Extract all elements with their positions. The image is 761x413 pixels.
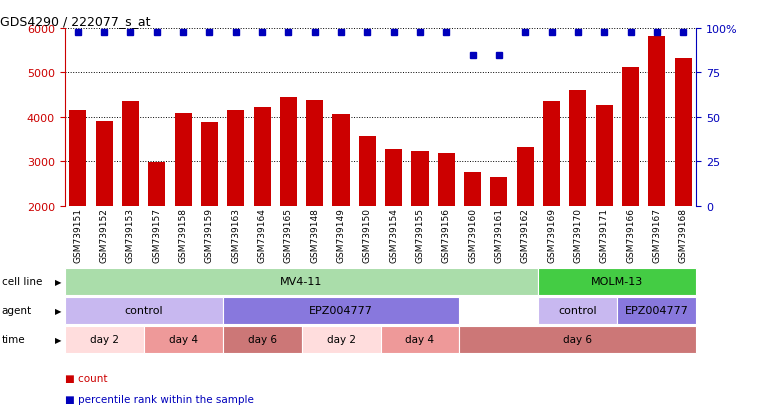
Text: MV4-11: MV4-11 [280,277,323,287]
Text: control: control [559,306,597,316]
Bar [648,37,665,207]
Bar [148,163,165,206]
Text: MOLM-13: MOLM-13 [591,277,644,287]
Bar [306,101,323,206]
Bar [253,107,271,206]
Bar [122,102,139,206]
Text: EPZ004777: EPZ004777 [625,306,689,316]
Bar [174,113,192,206]
Bar [622,68,639,206]
Bar [569,91,587,206]
Text: day 2: day 2 [326,335,355,344]
Bar [596,105,613,206]
Text: ▶: ▶ [55,306,62,315]
Text: ▶: ▶ [55,335,62,344]
Text: time: time [2,335,25,344]
Bar [490,178,508,206]
Bar [201,123,218,206]
Text: day 2: day 2 [90,335,119,344]
Bar [438,154,455,206]
Text: ▶: ▶ [55,277,62,286]
Bar [358,136,376,206]
Text: day 4: day 4 [169,335,198,344]
Text: ■ count: ■ count [65,373,107,383]
Text: EPZ004777: EPZ004777 [309,306,373,316]
Bar [464,173,481,206]
Bar [228,111,244,206]
Bar [96,122,113,206]
Bar [69,111,87,206]
Text: GDS4290 / 222077_s_at: GDS4290 / 222077_s_at [0,15,151,28]
Text: agent: agent [2,306,32,316]
Text: day 6: day 6 [563,335,592,344]
Text: day 4: day 4 [406,335,435,344]
Bar [517,147,533,206]
Bar [543,102,560,206]
Bar [333,115,349,206]
Text: ■ percentile rank within the sample: ■ percentile rank within the sample [65,394,253,404]
Text: control: control [124,306,163,316]
Bar [280,97,297,206]
Text: cell line: cell line [2,277,42,287]
Bar [412,152,428,206]
Text: day 6: day 6 [247,335,276,344]
Bar [385,150,403,206]
Bar [674,59,692,206]
